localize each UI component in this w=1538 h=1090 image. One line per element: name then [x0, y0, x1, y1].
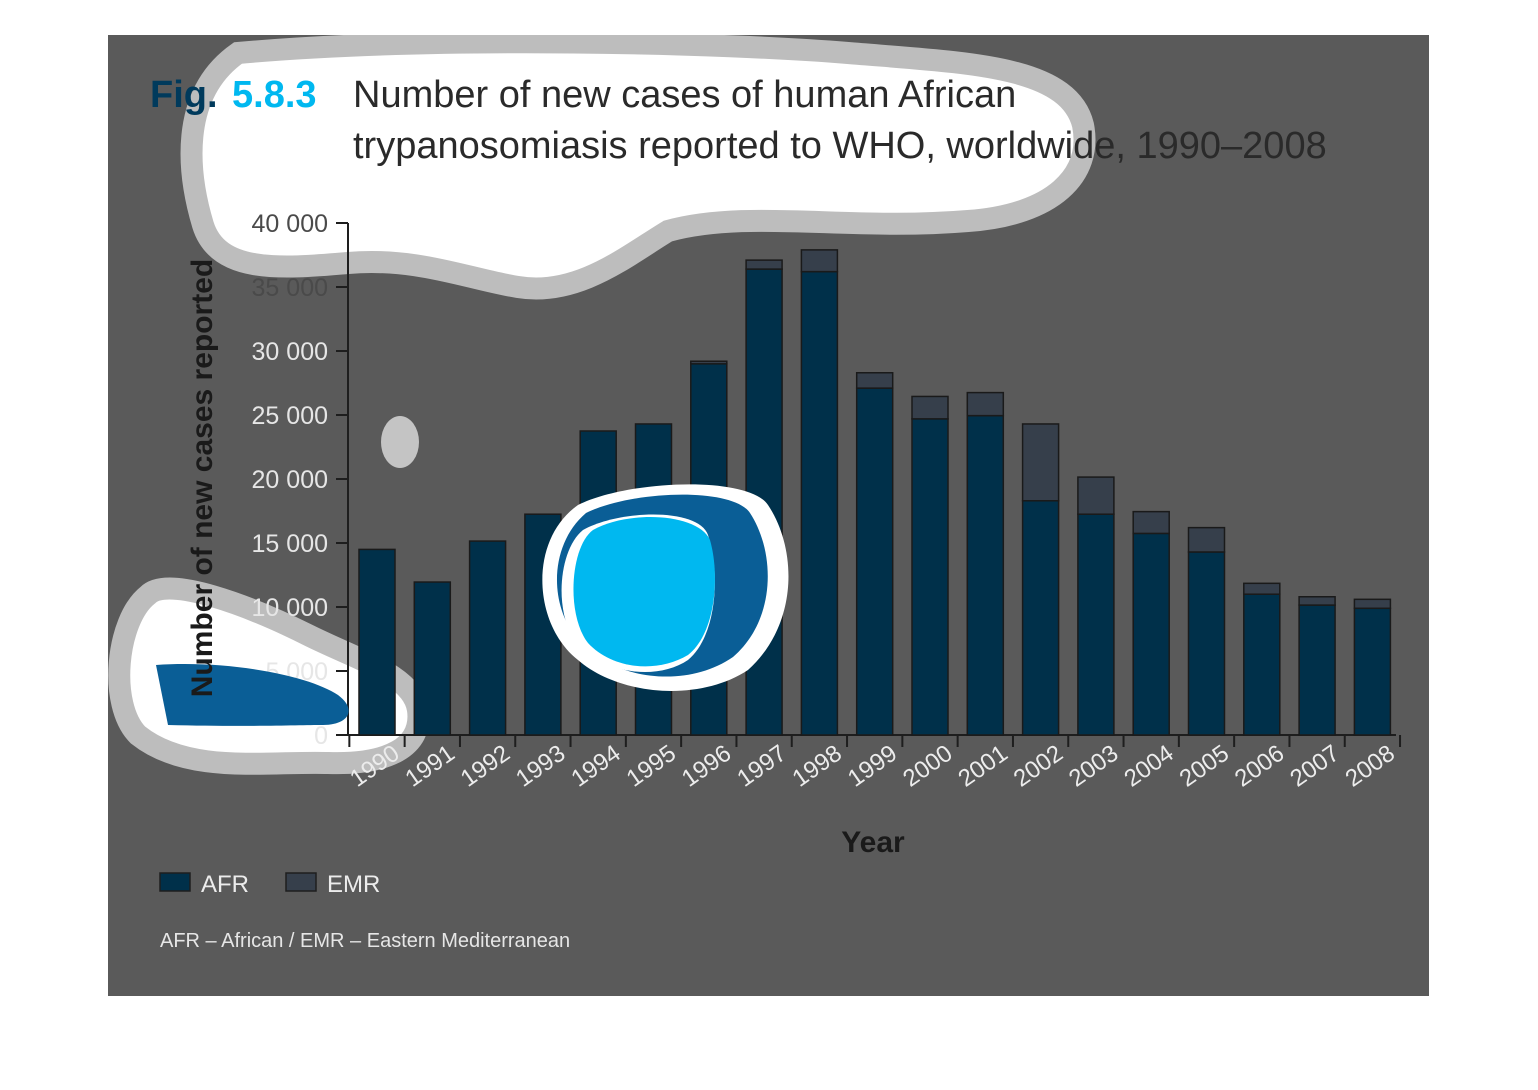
bar-afr-2007: [1298, 604, 1336, 736]
x-tick-label: 2003: [1064, 740, 1123, 793]
y-tick-label: 15 000: [252, 530, 328, 558]
x-tick-label: 1994: [566, 740, 625, 793]
spotlight-highlight: [156, 484, 789, 726]
bar-afr-2003: [1077, 513, 1115, 736]
bar-emr-2007: [1298, 596, 1336, 606]
x-axis-ticks: 1990199119921993199419951996199719981999…: [345, 735, 1402, 793]
y-axis-title: Number of new cases reported: [186, 259, 219, 697]
x-tick-label: 1998: [788, 740, 847, 793]
bar-emr-2004: [1132, 510, 1170, 535]
bar-afr-1998: [800, 270, 839, 736]
bar-emr-2006: [1243, 582, 1281, 595]
y-tick-label: 10 000: [252, 594, 328, 622]
bar-emr-2002: [1021, 423, 1060, 502]
decorative-dot: [381, 416, 419, 468]
abbreviation-note: AFR – African / EMR – Eastern Mediterran…: [160, 930, 570, 952]
bar-afr-1999: [855, 387, 894, 736]
bar-emr-1997: [745, 259, 783, 270]
x-axis: 1990199119921993199419951996199719981999…: [345, 734, 1402, 793]
y-tick-label: 20 000: [252, 466, 328, 494]
bar-afr-2000: [911, 418, 949, 736]
figure-label: Fig.: [150, 74, 218, 116]
legend-swatch-afr: [159, 872, 191, 892]
bar-afr-1992: [468, 540, 507, 736]
bar-emr-2001: [966, 391, 1005, 417]
x-tick-label: 2007: [1285, 740, 1344, 793]
x-tick-label: 1995: [622, 740, 681, 793]
legend-label-afr: AFR: [201, 871, 249, 898]
y-tick-label: 25 000: [252, 402, 328, 430]
bar-afr-2002: [1021, 500, 1060, 736]
bar-afr-2008: [1353, 607, 1392, 736]
bar-afr-2006: [1243, 593, 1281, 736]
figure-number: 5.8.3: [232, 74, 317, 116]
figure-title-line1: Number of new cases of human African: [353, 74, 1016, 116]
x-tick-label: 1996: [677, 740, 736, 793]
y-tick-label: 0: [314, 722, 328, 750]
y-tick-label: 30 000: [252, 338, 328, 366]
x-tick-label: 2002: [1009, 740, 1068, 793]
legend-swatch-emr: [285, 872, 317, 892]
x-tick-label: 2008: [1341, 740, 1400, 793]
bar-afr-2004: [1132, 532, 1170, 736]
bar-emr-2000: [911, 395, 949, 420]
bar-emr-1996: [690, 360, 728, 365]
x-tick-label: 1997: [732, 740, 791, 793]
x-tick-label: 2004: [1119, 740, 1178, 793]
bar-emr-2005: [1187, 526, 1226, 553]
bar-afr-1990: [358, 548, 396, 736]
y-tick-label: 40 000: [252, 210, 328, 238]
title-highlight-blob: [180, 35, 1096, 300]
figure-title-line2: trypanosomiasis reported to WHO, worldwi…: [353, 125, 1327, 167]
bar-afr-2005: [1187, 551, 1226, 736]
bar-emr-1999: [855, 372, 894, 389]
x-tick-label: 2001: [954, 740, 1013, 793]
bar-emr-1998: [800, 249, 839, 273]
x-tick-label: 1999: [843, 740, 902, 793]
bar-afr-2001: [966, 414, 1005, 736]
bar-emr-2003: [1077, 476, 1115, 515]
legend-label-emr: EMR: [327, 871, 380, 898]
legend: AFR EMR: [159, 871, 380, 898]
x-axis-title: Year: [841, 826, 905, 859]
x-tick-label: 2000: [898, 740, 957, 793]
bar-emr-2008: [1353, 598, 1392, 610]
bars: [358, 249, 1392, 736]
bar-afr-1991: [413, 581, 452, 736]
x-tick-label: 1992: [456, 740, 515, 793]
x-tick-label: 2006: [1230, 740, 1289, 793]
x-tick-label: 2005: [1175, 740, 1234, 793]
y-tick-label: 35 000: [252, 274, 328, 302]
x-tick-label: 1993: [511, 740, 570, 793]
